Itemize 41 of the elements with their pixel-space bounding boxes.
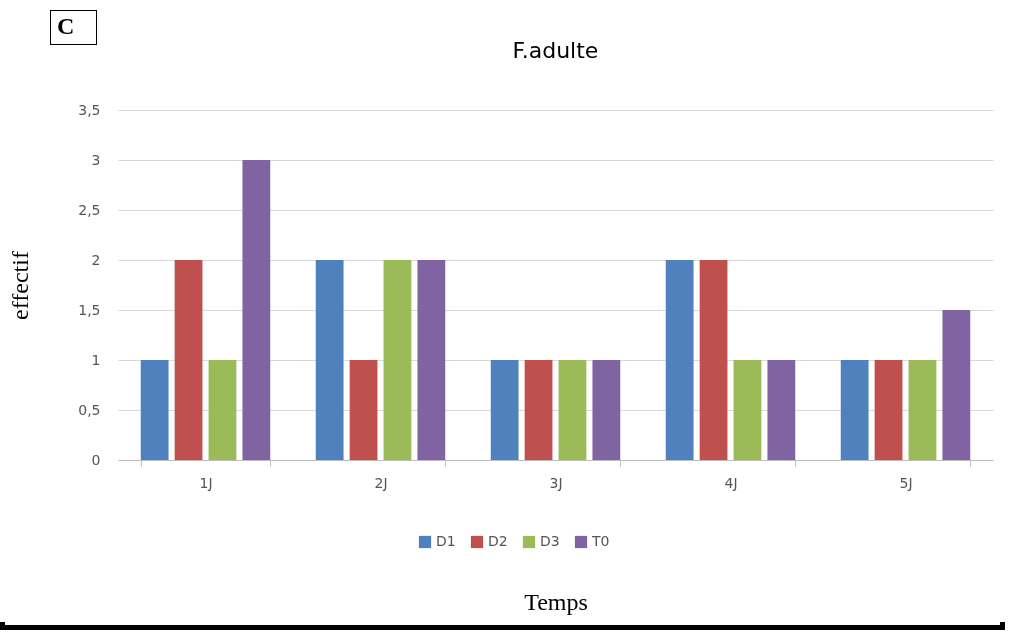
y-tick-label: 1: [91, 351, 101, 368]
x-tick-label: 2J: [374, 474, 388, 491]
legend-label: T0: [591, 533, 610, 549]
bar: [349, 360, 378, 460]
y-tick-label: 3: [91, 151, 101, 168]
bar: [908, 360, 937, 460]
bar: [417, 260, 446, 460]
legend-label: D3: [540, 533, 560, 549]
bar: [874, 360, 903, 460]
bar: [315, 260, 344, 460]
x-tick-label: 1J: [199, 474, 213, 491]
bar: [174, 260, 203, 460]
text: C: [50, 10, 98, 45]
y-tick-label: 2,5: [78, 201, 101, 218]
bar: [592, 360, 621, 460]
bar: [733, 360, 762, 460]
bar: [558, 360, 587, 460]
y-tick-label: 3,5: [78, 101, 101, 118]
y-tick-label: 0,5: [78, 401, 101, 418]
y-tick-label: 1,5: [78, 301, 101, 318]
bar: [242, 160, 271, 460]
bar: [524, 360, 553, 460]
bar: [942, 310, 971, 460]
bar: [490, 360, 519, 460]
bar: [699, 260, 728, 460]
chart-title: F.adulte: [512, 38, 599, 63]
bar: [208, 360, 237, 460]
bar: [383, 260, 412, 460]
x-tick-label: 5J: [899, 474, 913, 491]
x-tick-label: 3J: [549, 474, 563, 491]
bar: [767, 360, 796, 460]
x-tick-label: 4J: [724, 474, 738, 491]
y-tick-label: 0: [91, 451, 101, 468]
y-tick-label: 2: [91, 251, 101, 268]
y-axis-title: effectif: [7, 251, 34, 320]
bar: [840, 360, 869, 460]
bar: [140, 360, 169, 460]
legend-label: D1: [436, 533, 456, 549]
x-axis-title: Temps: [524, 588, 588, 615]
legend-label: D2: [488, 533, 508, 549]
bar: [665, 260, 694, 460]
